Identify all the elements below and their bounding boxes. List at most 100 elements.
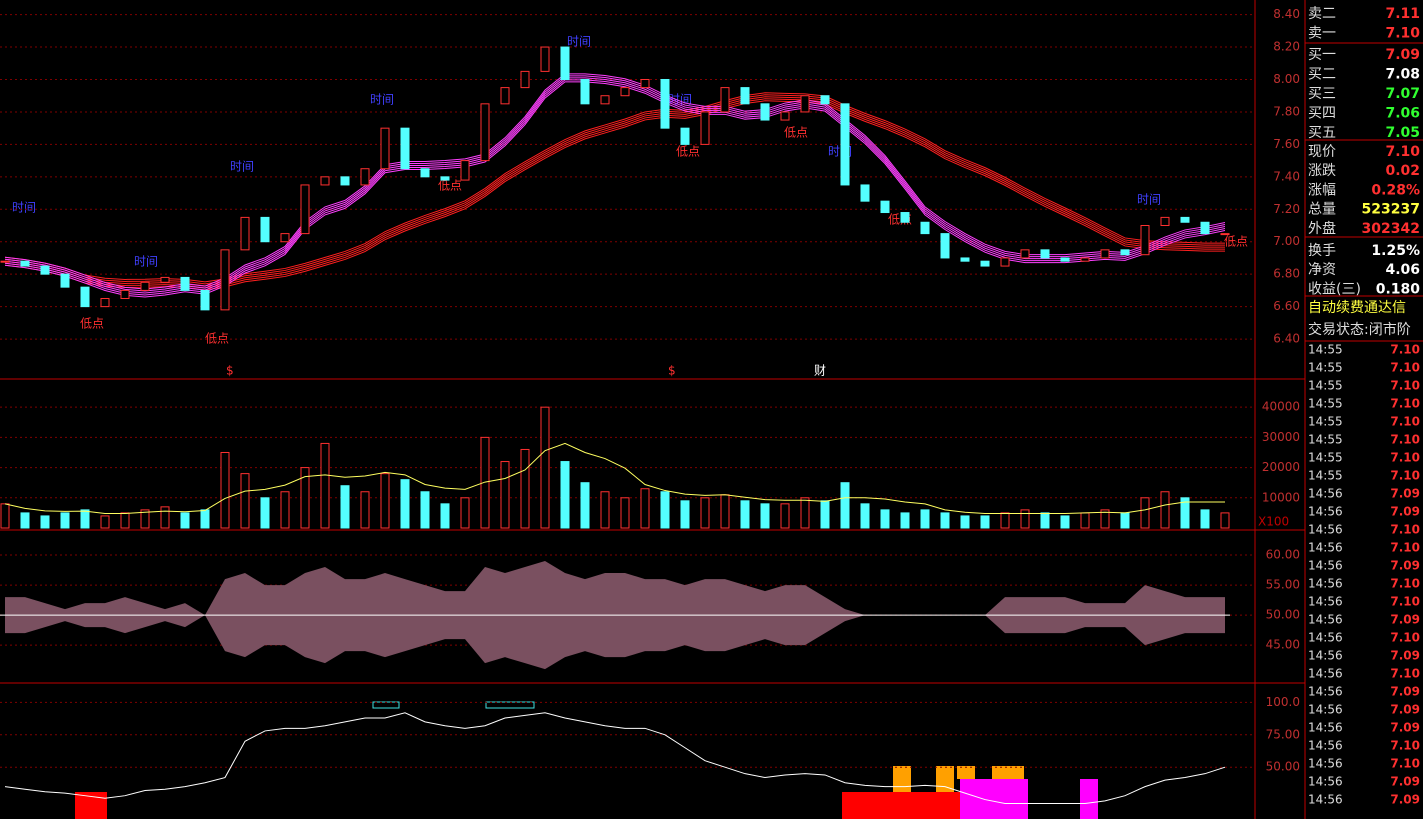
volume-bar bbox=[1220, 512, 1230, 529]
candle bbox=[220, 249, 230, 311]
tick-price: 7.09 bbox=[1390, 703, 1420, 717]
stat-value: 1.25% bbox=[1371, 243, 1420, 259]
tick-time: 14:55 bbox=[1308, 433, 1343, 447]
tick-price: 7.10 bbox=[1390, 541, 1420, 555]
volume-bar bbox=[800, 497, 810, 529]
candle bbox=[960, 257, 970, 262]
candle bbox=[440, 176, 450, 181]
candle bbox=[920, 221, 930, 235]
candle bbox=[780, 111, 790, 121]
tick-price: 7.09 bbox=[1390, 775, 1420, 789]
volume-bar bbox=[700, 497, 710, 529]
annotation: 时间 bbox=[1137, 193, 1161, 207]
tick-price: 7.09 bbox=[1390, 559, 1420, 573]
tick-time: 14:55 bbox=[1308, 415, 1343, 429]
candle bbox=[680, 127, 690, 145]
tick-time: 14:55 bbox=[1308, 379, 1343, 393]
annotation: 低点 bbox=[784, 126, 808, 140]
tick-time: 14:56 bbox=[1308, 649, 1343, 663]
candle bbox=[640, 78, 650, 89]
volume-bar bbox=[260, 497, 270, 529]
stat-label: 收益(三) bbox=[1308, 281, 1361, 297]
book-value: 7.10 bbox=[1385, 26, 1420, 42]
candle bbox=[140, 281, 150, 291]
tick-price: 7.10 bbox=[1390, 379, 1420, 393]
y-tick-label: 7.60 bbox=[1273, 137, 1300, 151]
candle bbox=[240, 216, 250, 251]
candle bbox=[1140, 225, 1150, 256]
candle bbox=[620, 87, 630, 97]
book-value: 7.06 bbox=[1385, 106, 1420, 122]
volume-bar bbox=[1180, 497, 1190, 529]
y-tick-label: 6.60 bbox=[1273, 299, 1300, 313]
candle bbox=[160, 276, 170, 283]
candle bbox=[1180, 216, 1190, 223]
volume-bar bbox=[1120, 512, 1130, 529]
candle bbox=[260, 216, 270, 243]
stat-label: 现价 bbox=[1308, 144, 1336, 160]
tick-price: 7.10 bbox=[1390, 595, 1420, 609]
volume-bar bbox=[860, 503, 870, 529]
volume-bar bbox=[920, 509, 930, 529]
tick-price: 7.10 bbox=[1390, 523, 1420, 537]
y-tick-label: 50.00 bbox=[1266, 760, 1300, 774]
tick-time: 14:56 bbox=[1308, 757, 1343, 771]
tick-price: 7.09 bbox=[1390, 685, 1420, 699]
tick-price: 7.10 bbox=[1390, 667, 1420, 681]
candle bbox=[340, 176, 350, 186]
candle bbox=[420, 168, 430, 178]
volume-bar bbox=[660, 491, 670, 529]
candle bbox=[760, 103, 770, 121]
annotation: 时间 bbox=[370, 93, 394, 107]
tick-time: 14:55 bbox=[1308, 469, 1343, 483]
tick-time: 14:56 bbox=[1308, 505, 1343, 519]
volume-bar bbox=[120, 512, 130, 529]
book-label: 买四 bbox=[1308, 106, 1336, 122]
candle bbox=[1100, 249, 1110, 259]
tick-price: 7.10 bbox=[1390, 739, 1420, 753]
y-tick-label: 30000 bbox=[1262, 430, 1300, 444]
book-value: 7.07 bbox=[1385, 86, 1420, 102]
y-tick-label: 50.00 bbox=[1266, 608, 1300, 622]
volume-bar bbox=[380, 473, 390, 529]
volume-bar bbox=[140, 509, 150, 529]
volume-unit: X100 bbox=[1258, 515, 1289, 529]
annotation: 低点 bbox=[676, 145, 700, 159]
y-tick-label: 6.40 bbox=[1273, 332, 1300, 346]
candle bbox=[900, 212, 910, 223]
volume-bar bbox=[880, 509, 890, 529]
volume-bar bbox=[200, 509, 210, 529]
candle bbox=[80, 286, 90, 308]
volume-ma bbox=[4, 442, 1225, 515]
volume-bar bbox=[280, 491, 290, 529]
volume-bar bbox=[1020, 509, 1030, 529]
volume-bar bbox=[420, 491, 430, 529]
candle bbox=[1020, 249, 1030, 259]
tick-time: 14:56 bbox=[1308, 739, 1343, 753]
candle bbox=[980, 260, 990, 267]
tick-time: 14:56 bbox=[1308, 793, 1343, 807]
tick-price: 7.10 bbox=[1390, 361, 1420, 375]
candle bbox=[800, 95, 810, 113]
candle bbox=[1040, 249, 1050, 259]
volume-bar bbox=[240, 473, 250, 529]
stat-value: 7.10 bbox=[1385, 144, 1420, 160]
volume-bar bbox=[940, 512, 950, 529]
candle bbox=[740, 87, 750, 105]
tick-price: 7.10 bbox=[1390, 469, 1420, 483]
volume-bar bbox=[680, 500, 690, 529]
y-tick-label: 20000 bbox=[1262, 460, 1300, 474]
volume-bar bbox=[640, 488, 650, 529]
candle bbox=[320, 176, 330, 186]
candle bbox=[820, 95, 830, 105]
volume-bar bbox=[80, 509, 90, 529]
y-tick-label: 7.40 bbox=[1273, 169, 1300, 183]
candle bbox=[1220, 233, 1230, 236]
volume-bar bbox=[360, 491, 370, 529]
stat-value: 0.28% bbox=[1371, 182, 1420, 198]
candle bbox=[1060, 257, 1070, 262]
stat-label: 总量 bbox=[1308, 202, 1336, 218]
volume-bar bbox=[1080, 512, 1090, 529]
candle bbox=[1200, 221, 1210, 235]
